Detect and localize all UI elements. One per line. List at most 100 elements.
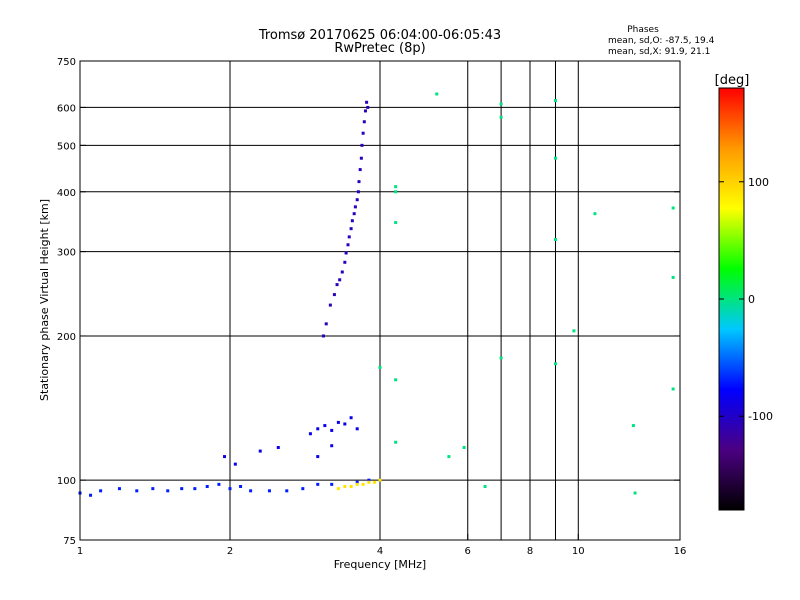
data-point	[394, 378, 398, 382]
colorbar-ticks: 100 0 -100	[719, 176, 773, 423]
y-tick-label: 750	[57, 57, 76, 68]
data-point	[631, 424, 635, 428]
x-tick-label: 2	[227, 546, 233, 557]
data-point	[378, 478, 382, 482]
data-point	[365, 100, 369, 104]
x-tick-label: 16	[674, 546, 687, 557]
data-point	[180, 487, 184, 491]
data-point	[217, 482, 221, 486]
y-tick-label: 400	[57, 188, 76, 199]
data-point	[367, 478, 371, 482]
data-point	[308, 432, 312, 436]
data-point	[553, 362, 557, 366]
data-point	[249, 489, 253, 493]
data-point	[347, 235, 351, 239]
data-point	[352, 212, 356, 216]
data-point	[349, 416, 353, 420]
data-point	[135, 489, 139, 493]
data-point	[394, 190, 398, 194]
data-point	[349, 484, 353, 488]
data-point	[267, 489, 271, 493]
data-point	[499, 102, 503, 106]
data-point	[671, 206, 675, 210]
data-point	[360, 143, 364, 147]
data-point	[151, 487, 155, 491]
data-point	[362, 120, 366, 124]
y-tick-label: 100	[57, 476, 76, 487]
data-point	[499, 115, 503, 119]
data-point	[358, 168, 362, 172]
data-point	[343, 260, 347, 264]
y-tick-label: 200	[57, 332, 76, 343]
data-point	[316, 455, 320, 459]
data-point	[553, 99, 557, 103]
data-point	[332, 293, 336, 297]
data-point	[359, 156, 363, 160]
data-point	[321, 334, 325, 338]
data-point	[355, 427, 359, 431]
data-point	[193, 487, 197, 491]
y-axis-ticks: 75 100 200 300 400 500 600 750	[57, 57, 680, 547]
data-point	[285, 489, 289, 493]
data-point	[258, 449, 262, 453]
data-point	[324, 322, 328, 326]
data-point	[394, 185, 398, 189]
data-point	[353, 205, 357, 209]
y-tick-label: 500	[57, 141, 76, 152]
data-point	[357, 180, 361, 184]
data-point	[499, 356, 503, 360]
data-point	[373, 480, 377, 484]
data-point	[671, 275, 675, 279]
data-point	[355, 480, 359, 484]
data-point	[355, 482, 359, 486]
data-point	[361, 131, 365, 135]
data-point	[356, 190, 360, 194]
data-point	[330, 444, 334, 448]
y-axis-label: Stationary phase Virtual Height [km]	[38, 199, 51, 401]
stats-o-line: mean, sd,O: -87.5, 19.4	[608, 36, 715, 46]
data-point	[343, 484, 347, 488]
y-tick-label: 75	[63, 536, 76, 547]
x-tick-label: 1	[77, 546, 83, 557]
data-point	[572, 329, 576, 333]
data-point	[336, 420, 340, 424]
data-point	[483, 484, 487, 488]
data-point	[462, 445, 466, 449]
data-point	[378, 365, 382, 369]
data-point	[633, 491, 637, 495]
x-tick-label: 10	[572, 546, 585, 557]
chart-title: Tromsø 20170625 06:04:00-06:05:43	[258, 28, 501, 43]
data-point	[355, 198, 359, 202]
data-point	[349, 227, 353, 231]
data-point	[228, 487, 232, 491]
colorbar-tick-label: 0	[748, 293, 755, 306]
data-point	[301, 487, 305, 491]
data-point	[340, 270, 344, 274]
data-point	[344, 251, 348, 255]
data-point	[223, 455, 227, 459]
x-tick-label: 8	[527, 546, 533, 557]
data-point	[316, 427, 320, 431]
data-point	[553, 156, 557, 160]
data-point	[363, 109, 367, 113]
data-point	[394, 440, 398, 444]
colorbar-label: [deg]	[715, 73, 750, 88]
data-point	[233, 462, 237, 466]
chart-subtitle: RwPretec (8p)	[334, 41, 425, 56]
data-point	[276, 445, 280, 449]
data-point	[435, 92, 439, 96]
stats-heading: Phases	[627, 25, 659, 35]
data-point	[671, 387, 675, 391]
x-axis-label: Frequency [MHz]	[334, 558, 426, 571]
data-point	[343, 422, 347, 426]
colorbar-tick-label: 100	[748, 176, 769, 189]
data-point	[239, 484, 243, 488]
data-point	[335, 283, 339, 287]
data-point	[328, 303, 332, 307]
data-point	[366, 105, 370, 109]
x-tick-label: 6	[465, 546, 471, 557]
stats-x-line: mean, sd,X: 91.9, 21.1	[608, 47, 710, 57]
data-point	[553, 237, 557, 241]
data-point	[338, 278, 342, 282]
data-point	[361, 482, 365, 486]
